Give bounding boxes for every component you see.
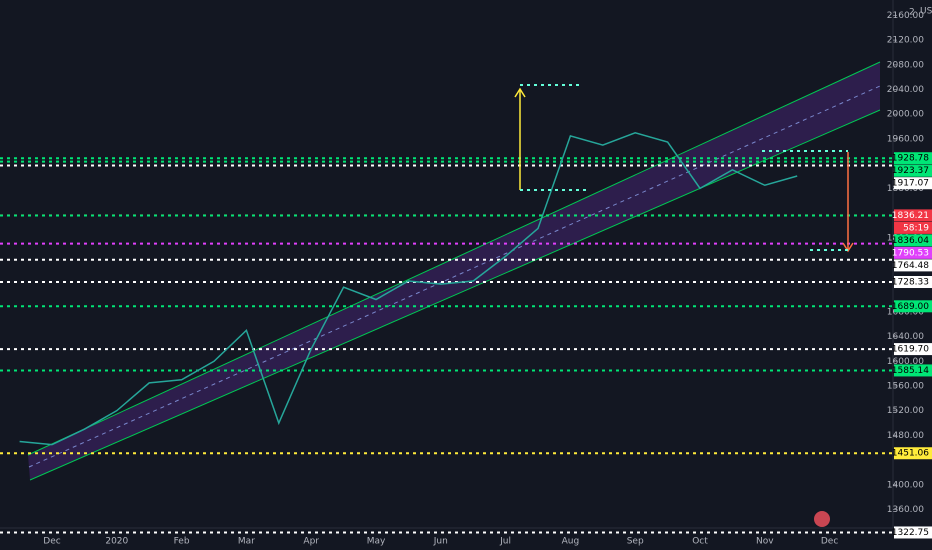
y-tick-label: 2160.00: [887, 11, 924, 21]
price-label-box: [894, 343, 932, 356]
price-label-box: [894, 209, 932, 222]
x-tick-label: Aug: [562, 537, 580, 547]
x-tick-label: Apr: [303, 537, 319, 547]
channel-upper: [27, 61, 881, 456]
y-tick-label: 2080.00: [887, 60, 924, 70]
currency: USD: [920, 7, 932, 17]
price-label-box: [894, 152, 932, 165]
x-tick-label: Feb: [174, 537, 190, 547]
price-label-box: [894, 276, 932, 289]
price-label-box: [894, 526, 932, 539]
y-tick-label: 1640.00: [887, 332, 924, 342]
price-label: 1322.75: [892, 526, 932, 539]
channel-fill: [28, 62, 880, 480]
x-tick-label: May: [367, 537, 386, 547]
price-label-text: 1619.70: [892, 345, 929, 355]
y-tick-label: 1400.00: [887, 480, 924, 490]
price-label-text: 1928.78: [892, 154, 929, 164]
price-label-text: 1917.07: [892, 179, 929, 189]
y-tick-label: 1560.00: [887, 381, 924, 391]
price-label: 1923.37: [892, 164, 932, 177]
event-icon: [814, 511, 830, 527]
price-label-text: 1322.75: [892, 528, 929, 538]
price-label: 1836.04: [892, 234, 932, 247]
price-label: 1451.06: [892, 447, 932, 460]
price-label: 1728.33: [892, 276, 932, 289]
price-label-box: [894, 177, 932, 190]
price-label: 1585.14: [892, 364, 932, 377]
y-tick-label: 1520.00: [887, 406, 924, 416]
price-label: 1917.07: [892, 177, 932, 190]
scale-mode: 2: [909, 8, 915, 18]
y-tick-label: 1960.00: [887, 134, 924, 144]
price-label: 1689.00: [892, 300, 932, 313]
x-tick-label: 2020: [105, 537, 128, 547]
countdown: 58:19: [903, 223, 929, 233]
price-label: 1619.70: [892, 343, 932, 356]
price-label-box: [894, 447, 932, 460]
countdown-box: [894, 221, 932, 234]
x-tick-label: Mar: [238, 537, 255, 547]
price-label: 1764.48: [892, 259, 932, 272]
x-tick-label: Oct: [692, 537, 708, 547]
price-label-text: 1836.04: [892, 236, 929, 246]
channel-mid: [28, 85, 881, 468]
price-label-text: 1923.37: [892, 166, 929, 176]
arrow-head: [514, 87, 526, 98]
x-tick-label: Jun: [433, 537, 448, 547]
price-label-text: 1689.00: [892, 302, 929, 312]
price-label: 1790.53: [892, 246, 932, 259]
price-line: [19, 131, 798, 446]
y-tick-label: 1680.00: [887, 307, 924, 317]
price-label-box: [894, 164, 932, 177]
y-tick-label: 2040.00: [887, 85, 924, 95]
y-tick-label: 2000.00: [887, 110, 924, 120]
price-label: 1836.21 58:19: [892, 209, 932, 234]
price-label-text: 1790.53: [892, 248, 929, 258]
x-tick-label: Nov: [756, 537, 774, 547]
price-label-box: [894, 300, 932, 313]
price-label-text: 1451.06: [892, 449, 929, 459]
x-tick-label: Dec: [821, 537, 838, 547]
x-tick-label: Sep: [627, 537, 644, 547]
price-label-text: 1728.33: [892, 278, 929, 288]
y-tick-label: 1600.00: [887, 357, 924, 367]
price-label-box: [894, 234, 932, 247]
price-label-box: [894, 364, 932, 377]
channel-lower: [29, 109, 881, 481]
price-label-box: [894, 259, 932, 272]
y-tick-label: 2120.00: [887, 36, 924, 46]
price-label: 1928.78: [892, 152, 932, 165]
y-tick-label: 1360.00: [887, 505, 924, 515]
price-label-text: 1836.21: [892, 211, 929, 221]
price-label-box: [894, 246, 932, 259]
x-tick-label: Dec: [43, 537, 60, 547]
y-tick-label: 1480.00: [887, 431, 924, 441]
price-label-text: 1764.48: [892, 261, 929, 271]
x-tick-label: Jul: [499, 537, 511, 547]
price-label-text: 1585.14: [892, 366, 929, 376]
